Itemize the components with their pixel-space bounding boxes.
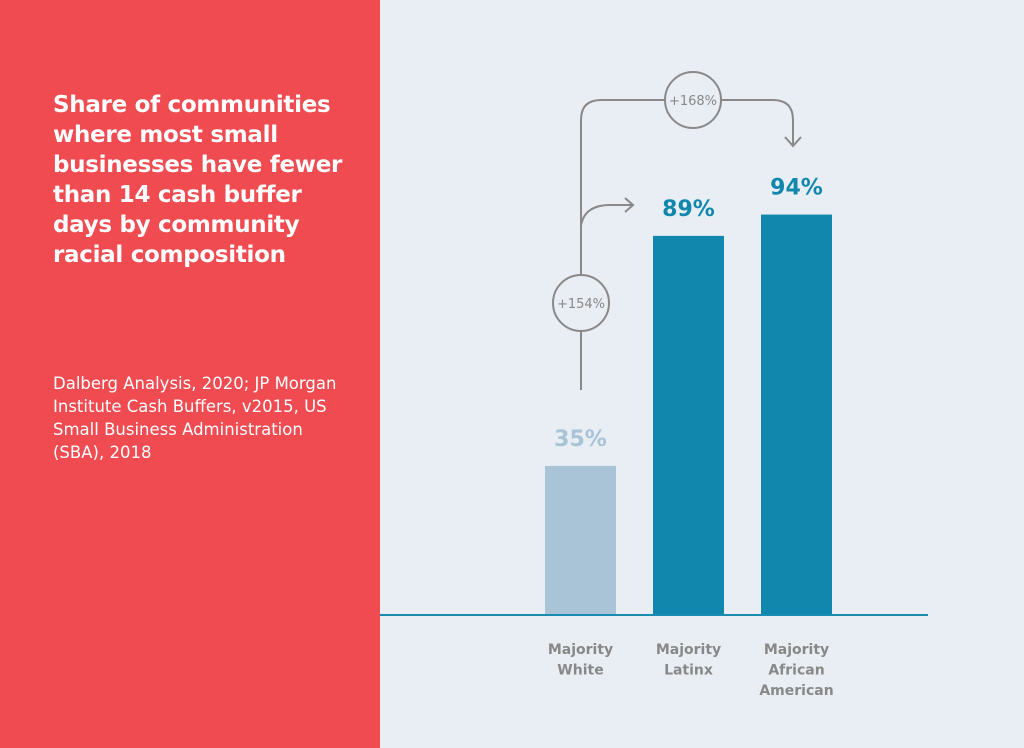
chart-title: Share of communities where most small bu…: [53, 92, 343, 268]
title-panel: Share of communities where most small bu…: [0, 0, 380, 748]
annotation-circle-154: [552, 274, 610, 332]
bar-chart: +168% +154% 35% Majority White 89% Majority L…: [380, 71, 928, 699]
bar-1: [653, 235, 724, 616]
data-label-1: 89%: [662, 197, 715, 222]
annotation-circle-168: [664, 71, 722, 129]
category-label-2: American: [759, 683, 833, 699]
category-label-0: Majority: [548, 642, 613, 658]
annotation-label-168: +168%: [669, 94, 717, 109]
bar-0: [545, 465, 616, 615]
category-label-2: African: [768, 663, 824, 679]
arrow-path-168: [580, 99, 802, 390]
data-label-2: 94%: [770, 176, 823, 201]
chart-source: Dalberg Analysis, 2020; JP Morgan Instit…: [53, 374, 337, 462]
category-label-1: Majority: [656, 642, 721, 658]
annotation-label-154: +154%: [557, 297, 605, 312]
bar-2: [761, 214, 832, 615]
category-label-1: Latinx: [664, 663, 713, 679]
category-label-2: Majority: [764, 642, 829, 658]
arrow-path-154: [580, 197, 635, 226]
category-label-0: White: [557, 663, 603, 679]
data-label-0: 35%: [554, 427, 607, 452]
